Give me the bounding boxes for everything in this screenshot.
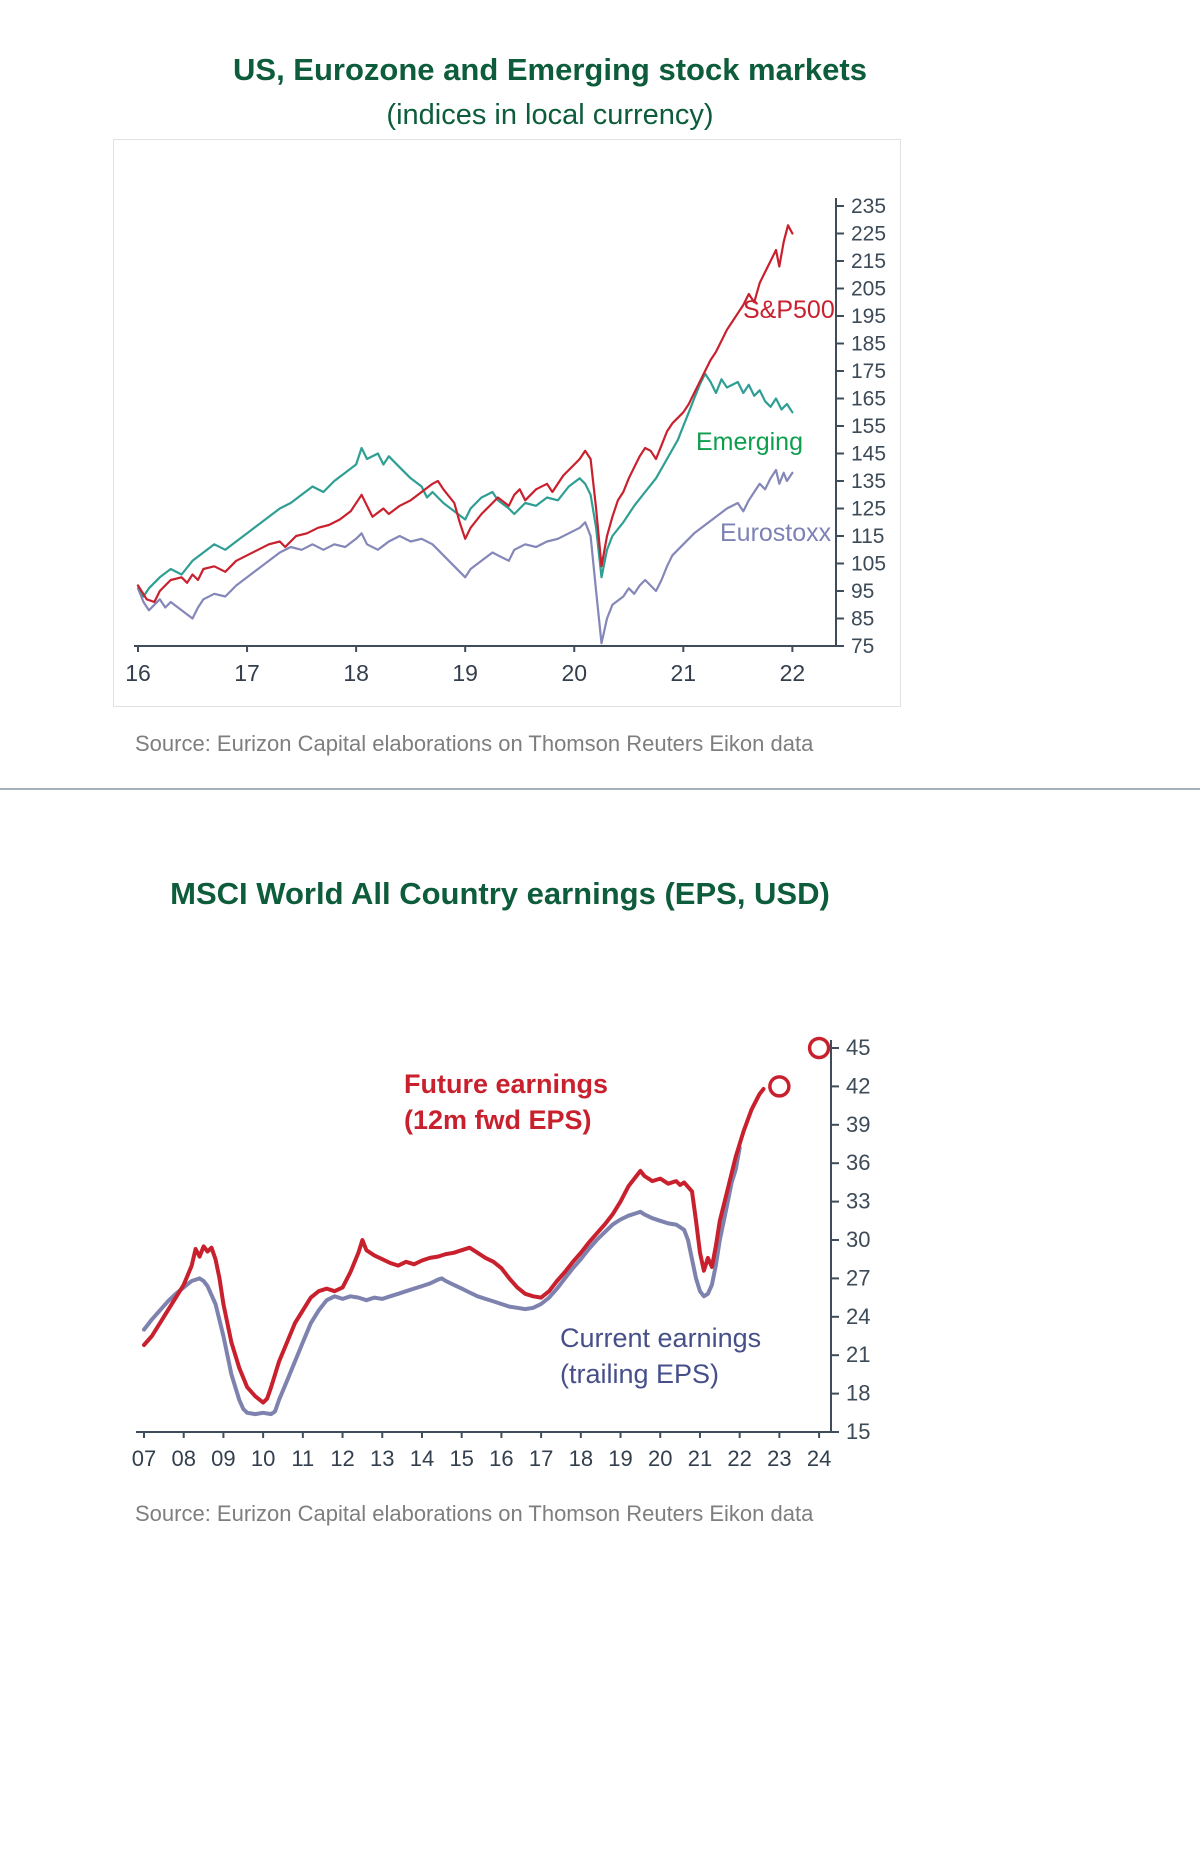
x-tick-label: 19 <box>452 660 478 686</box>
y-tick-label: 165 <box>851 388 886 411</box>
y-tick-label: 85 <box>851 608 874 631</box>
x-tick-label: 11 <box>291 1446 314 1471</box>
x-tick-label: 14 <box>410 1446 434 1471</box>
y-tick-label: 21 <box>846 1342 870 1367</box>
x-tick-label: 22 <box>727 1446 751 1471</box>
forecast-marker <box>807 1036 831 1060</box>
x-tick-label: 24 <box>807 1446 831 1471</box>
y-tick-label: 33 <box>846 1189 870 1214</box>
y-tick-label: 155 <box>851 415 886 438</box>
y-tick-label: 125 <box>851 498 886 521</box>
series-line-future-earnings-12m-fwd-eps- <box>142 1087 766 1405</box>
x-tick-label: 16 <box>125 660 151 686</box>
series-label-emerging: Emerging <box>696 428 803 456</box>
x-tick-label: 09 <box>211 1446 235 1471</box>
y-tick-label: 30 <box>846 1227 870 1252</box>
y-tick-label: 39 <box>846 1112 870 1137</box>
y-tick-label: 105 <box>851 553 886 576</box>
series-label-sp500: S&P500 <box>743 296 835 324</box>
x-tick-label: 20 <box>561 660 587 686</box>
x-tick-label: 18 <box>569 1446 593 1471</box>
annotation-future-earnings: Future earnings (12m fwd EPS) <box>404 1066 608 1138</box>
msci-earnings-chart: 15 18 21 24 27 30 33 36 39 42 45 07 08 09 10 11 12 13 14 15… <box>132 1035 871 1471</box>
series-line-eurostoxx <box>136 468 794 645</box>
x-tick-label: 20 <box>648 1446 672 1471</box>
series-line-s-p500 <box>136 224 794 604</box>
annotation-current-earnings-line2: (trailing EPS) <box>560 1359 720 1389</box>
y-tick-label: 95 <box>851 580 874 603</box>
chart2-title: MSCI World All Country earnings (EPS, US… <box>170 876 830 911</box>
annotation-current-earnings: Current earnings (trailing EPS) <box>560 1320 761 1392</box>
series-line-current-earnings-trailing-eps- <box>142 1145 742 1417</box>
chart1-plot-area: 75 85 95 105 115 125 135 145 155 165 175 185 195 205 2… <box>113 139 901 707</box>
y-tick-label: 175 <box>851 360 886 383</box>
y-tick-label: 135 <box>851 470 886 493</box>
series-label-eurostoxx: Eurostoxx <box>720 519 832 547</box>
x-tick-label: 23 <box>767 1446 791 1471</box>
x-tick-label: 19 <box>608 1446 632 1471</box>
stock-markets-chart: 75 85 95 105 115 125 135 145 155 165 175 185 195 205 2… <box>125 195 886 686</box>
y-tick-label: 115 <box>851 525 884 548</box>
y-tick-label: 36 <box>846 1150 870 1175</box>
y-tick-label: 45 <box>846 1035 870 1060</box>
y-tick-label: 24 <box>846 1304 870 1329</box>
x-tick-label: 22 <box>780 660 806 686</box>
x-tick-label: 15 <box>449 1446 473 1471</box>
chart2-source: Source: Eurizon Capital elaborations on … <box>135 1501 814 1526</box>
x-tick-label: 12 <box>330 1446 354 1471</box>
x-tick-label: 18 <box>343 660 369 686</box>
annotation-future-earnings-line2: (12m fwd EPS) <box>404 1105 592 1135</box>
y-tick-label: 145 <box>851 443 886 466</box>
x-tick-label: 21 <box>688 1446 712 1471</box>
x-tick-label: 13 <box>370 1446 394 1471</box>
x-tick-label: 21 <box>671 660 697 686</box>
y-tick-label: 215 <box>851 250 886 273</box>
x-tick-label: 17 <box>529 1446 553 1471</box>
y-tick-label: 195 <box>851 305 886 328</box>
y-tick-label: 205 <box>851 278 886 301</box>
x-tick-label: 08 <box>171 1446 195 1471</box>
y-tick-label: 185 <box>851 333 886 356</box>
y-tick-label: 27 <box>846 1265 870 1290</box>
y-tick-label: 15 <box>846 1419 870 1444</box>
y-tick-label: 75 <box>851 635 874 658</box>
x-tick-label: 10 <box>251 1446 275 1471</box>
y-tick-label: 18 <box>846 1381 870 1406</box>
x-tick-label: 07 <box>132 1446 156 1471</box>
forecast-marker <box>768 1075 791 1098</box>
chart1-source: Source: Eurizon Capital elaborations on … <box>135 731 814 756</box>
y-tick-label: 225 <box>851 223 886 246</box>
series-line-emerging <box>136 372 794 598</box>
annotation-current-earnings-line1: Current earnings <box>560 1323 762 1353</box>
chart1-title: US, Eurozone and Emerging stock markets <box>233 52 867 87</box>
x-tick-label: 17 <box>234 660 260 686</box>
x-tick-label: 16 <box>489 1446 513 1471</box>
y-tick-label: 235 <box>851 195 886 218</box>
y-tick-label: 42 <box>846 1073 870 1098</box>
section-divider <box>0 788 1200 790</box>
chart1-subtitle: (indices in local currency) <box>386 99 714 131</box>
annotation-future-earnings-line1: Future earnings <box>404 1069 609 1099</box>
